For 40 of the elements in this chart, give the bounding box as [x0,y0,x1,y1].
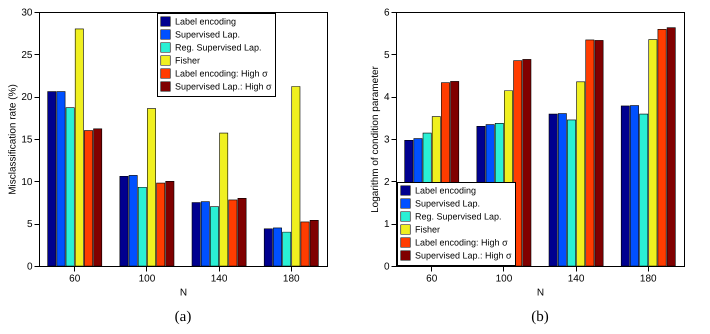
y-tick-label: 20 [21,92,33,104]
legend-label: Supervised Lap. [175,30,240,40]
x-axis-title: N [536,288,544,298]
x-tick-label: 60 [426,274,438,284]
x-tick-label: 60 [69,274,81,284]
x-axis-title: N [180,288,188,298]
x-tick-label: 100 [496,274,513,284]
y-tick-label: 5 [26,219,33,230]
y-tick-label: 30 [21,8,33,18]
legend-label: Label encoding: High σ [175,68,268,78]
y-tick-label: 6 [384,8,390,18]
y-tick-label: 15 [21,134,33,146]
y-tick-label: 5 [384,50,390,61]
legend-label: Label encoding: High σ [415,238,508,248]
text: (a) [174,309,192,325]
legend-label: Supervised Lap.: High σ [415,250,512,260]
y-tick-label: 0 [384,262,390,272]
text: (b) [531,309,549,325]
y-tick-label: 4 [384,92,390,104]
y-tick-label: 1 [384,219,390,230]
x-tick-label: 100 [138,274,156,284]
legend-label: Supervised Lap.: High σ [175,82,272,92]
legend-label: Supervised Lap. [415,198,480,208]
legend-label: Reg. Supervised Lap. [415,212,502,222]
legend-label: Fisher [415,224,440,234]
x-tick-label: 140 [568,274,585,284]
y-tick-label: 2 [384,176,390,188]
x-tick-label: 180 [640,274,658,284]
x-tick-label: 140 [210,274,228,284]
y-tick-label: 25 [21,50,33,61]
y-axis-title: Misclassification rate (%) [7,84,18,195]
x-tick-label: 180 [282,274,300,284]
y-axis-title: Logarithm of condition parameter [370,65,381,213]
legend-label: Label encoding [175,16,236,26]
legend-label: Fisher [175,56,200,66]
y-tick-label: 10 [21,176,33,188]
y-tick-label: 0 [26,262,33,272]
legend-label: Reg. Supervised Lap. [175,42,262,52]
y-tick-label: 3 [384,134,390,146]
legend-label: Label encoding [415,186,476,196]
